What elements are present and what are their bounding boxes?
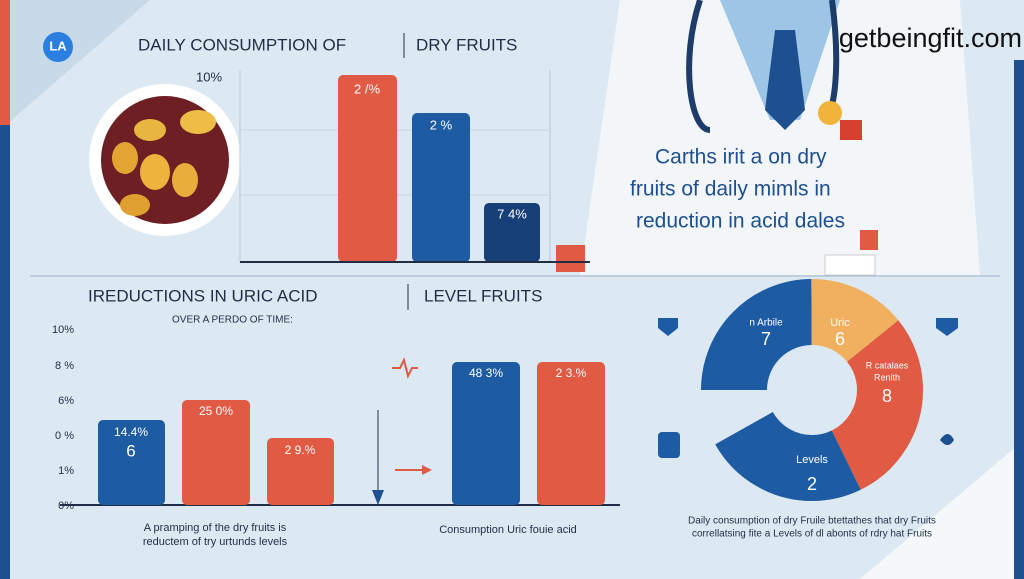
bar-label: 25 0% bbox=[199, 404, 233, 418]
icons bbox=[658, 318, 958, 458]
caption: Consumption Uric fouie acid bbox=[439, 524, 577, 536]
bar-label: 6 bbox=[126, 441, 135, 460]
logo: LA bbox=[49, 38, 67, 53]
corner-white bbox=[860, 440, 1024, 579]
bar-label: 2 3.% bbox=[556, 366, 587, 380]
callout: reduction in acid dales bbox=[636, 210, 845, 233]
callout: fruits of daily mimls in bbox=[630, 178, 831, 201]
donut-hole bbox=[768, 346, 856, 434]
y-axis-label: 10% bbox=[52, 324, 74, 336]
donut-caption: correllatsing fite a Levels of dl abonts… bbox=[692, 529, 932, 540]
axis-label: 10% bbox=[196, 69, 222, 84]
donut-label: Levels bbox=[796, 454, 828, 466]
bottom-title-b: LEVEL FRUITS bbox=[424, 286, 542, 305]
caption: A pramping of the dry fruits is bbox=[144, 522, 287, 534]
bar-label: 2 9.% bbox=[285, 443, 316, 457]
top-title-b: DRY FRUITS bbox=[416, 35, 517, 54]
strip-red bbox=[0, 0, 10, 125]
doctor bbox=[580, 0, 980, 276]
top-title: DAILY CONSUMPTION OF bbox=[138, 35, 346, 54]
donut bbox=[701, 279, 923, 501]
y-axis-label: 8 % bbox=[55, 360, 74, 372]
top-bars bbox=[239, 70, 590, 272]
donut-label: Renith bbox=[874, 372, 900, 382]
callout: Carths irit a on dry bbox=[655, 146, 827, 169]
y-axis-label: 6% bbox=[58, 395, 74, 407]
donut-label: Uric bbox=[830, 317, 850, 329]
y-axis-label: 0 % bbox=[55, 430, 74, 442]
bar-label: 2 % bbox=[430, 117, 453, 132]
watermark: getbeingfit.com bbox=[839, 23, 1022, 53]
bottom-title: IREDUCTIONS IN URIC ACID bbox=[88, 286, 318, 305]
donut-label: n Arbile bbox=[749, 318, 783, 329]
strip-blue bbox=[0, 125, 10, 579]
donut-label: R catalaes bbox=[866, 360, 909, 370]
subtitle: OVER A PERDO OF TIME: bbox=[172, 315, 293, 326]
bar-label: 7 4% bbox=[497, 206, 527, 221]
strip-right bbox=[1014, 60, 1024, 579]
donut-label: 8 bbox=[882, 386, 892, 406]
bar-label: 2 /% bbox=[354, 81, 380, 96]
caption: reductem of try urtunds levels bbox=[143, 536, 288, 548]
bottom-bars bbox=[60, 357, 620, 506]
fruit-bowl bbox=[89, 84, 241, 236]
donut-label: 7 bbox=[761, 329, 771, 349]
logo-circle bbox=[43, 32, 73, 62]
donut-label: 2 bbox=[807, 474, 817, 494]
corner bbox=[0, 0, 150, 130]
donut-label: 6 bbox=[835, 329, 845, 349]
donut-caption: Daily consumption of dry Fruile btettath… bbox=[688, 516, 936, 527]
bar-label: 48 3% bbox=[469, 366, 503, 380]
y-axis-label: 1% bbox=[58, 465, 74, 477]
bar-label: 14.4% bbox=[114, 425, 148, 439]
